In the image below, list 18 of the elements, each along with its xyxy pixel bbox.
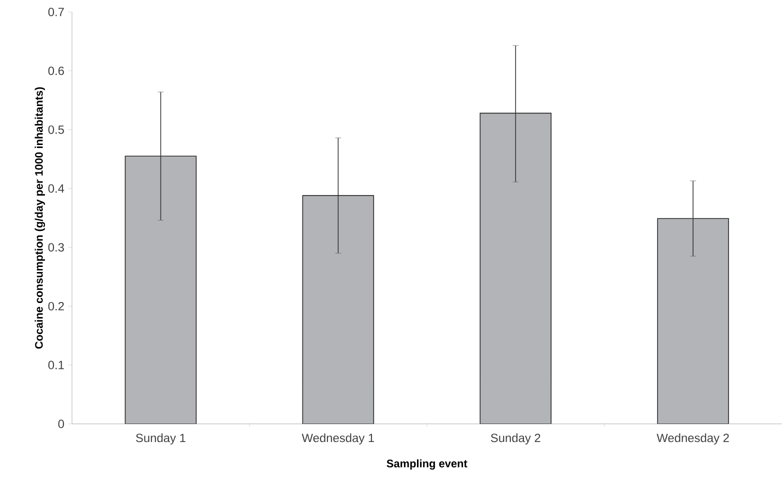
x-tick-label: Wednesday 1 <box>302 433 374 445</box>
x-tick-label: Sunday 1 <box>136 433 186 445</box>
y-axis-title: Cocaine consumption (g/day per 1000 inhabitants) <box>34 87 46 349</box>
bar <box>124 156 197 424</box>
y-tick-label: 0 <box>58 420 64 428</box>
y-tick-label: 0.1 <box>48 360 64 370</box>
y-tick-label: 0.7 <box>48 8 64 16</box>
y-tick-label: 0.5 <box>48 126 64 134</box>
y-tick-label: 0.2 <box>48 302 64 310</box>
bar <box>480 112 552 424</box>
y-tick-label: 0.4 <box>48 184 64 193</box>
bar <box>657 218 729 424</box>
x-axis-title: Sampling event <box>386 459 468 470</box>
y-tick-label: 0.6 <box>48 66 64 76</box>
y-tick-label: 0.3 <box>48 243 64 252</box>
x-tick-label: Wednesday 2 <box>656 433 729 445</box>
x-tick-label: Sunday 2 <box>490 433 540 445</box>
bar <box>302 195 374 424</box>
